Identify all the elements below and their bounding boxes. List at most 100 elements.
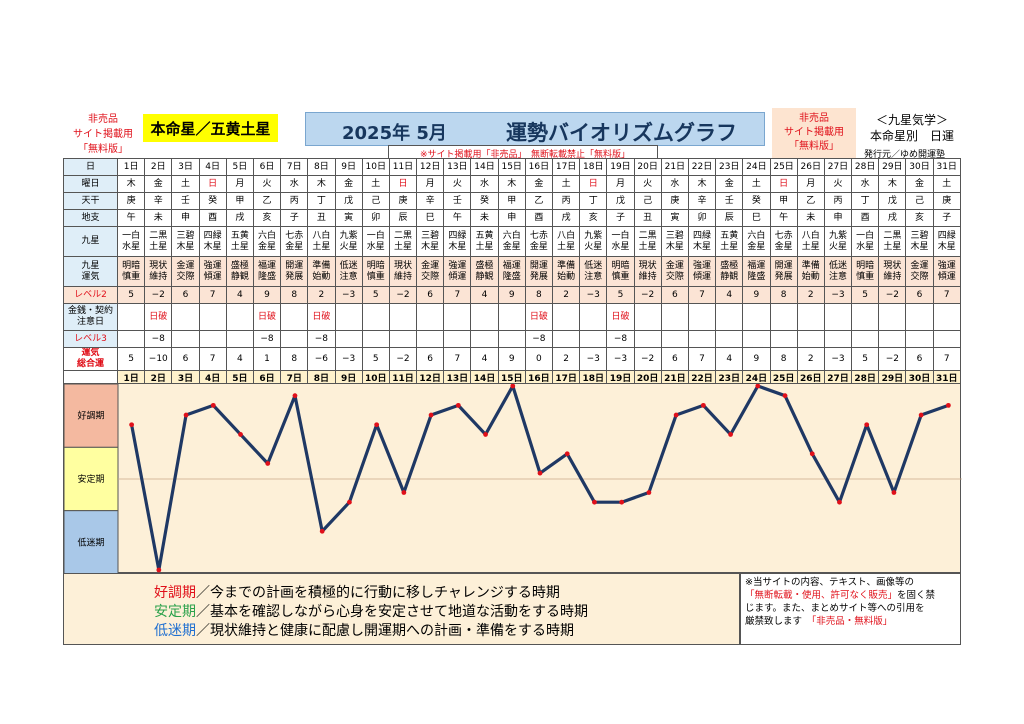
legend-text: ／現状維持と健康に配慮し開運期への計画・準備をする時期 [196,623,574,639]
tenkan-row-cell: 丁 [851,192,880,210]
kin-row-cell [116,303,146,331]
kin-row-cell [361,303,390,331]
cell-line: 金星 [774,241,793,252]
tenkan-row-cell: 丙 [823,192,853,210]
unki-row-label: 九星 運気 [63,256,118,287]
cell-line: 準備 [801,260,820,271]
level3-row-cell [361,330,390,348]
unki-row-cell: 福運 隆盛 [497,256,526,287]
unki-row-cell: 強運 傾運 [443,256,472,287]
unki-row-cell: 強運 傾運 [687,256,717,287]
kin-row-cell: 日破 [252,303,282,331]
cell-line: 開運 [774,260,793,271]
cell-line: 土星 [801,241,820,252]
kin-row-cell [470,303,499,331]
level2-row-cell: 5 [116,286,146,304]
cell-line: 現状 [393,260,412,271]
band-label: 安定期 [77,473,104,485]
chishi-row-cell: 酉 [524,209,554,227]
weekday-row-cell: 水 [280,175,309,193]
tenkan-row-cell: 庚 [660,192,689,210]
cell-line: 金運 [910,260,929,271]
cell-line: 一白 [611,230,630,241]
data-point [537,470,543,476]
cell-line: 水星 [366,241,385,252]
weekday-row-cell: 土 [361,175,390,193]
day-row-cell: 5日 [225,158,254,176]
sogo-row-cell: 1 [252,347,282,371]
data-point [592,499,597,505]
legend-item-good: 好調期／今までの計画を積極的に行動に移しチャレンジする時期 [154,582,560,602]
cell-line: 五黄 [230,230,249,241]
level3-row-cell [470,330,499,348]
day-row-cell: 16日 [524,158,554,176]
cell-line: 福運 [747,260,766,271]
band-label: 好調期 [77,410,104,422]
data-point [347,499,352,505]
kyusei-row-cell: 五黄 土星 [470,226,499,257]
cell-line: 低迷 [828,260,847,271]
cell-line: 七赤 [774,230,793,241]
day-row-cell: 13日 [443,158,472,176]
sogo-row-cell: 7 [443,347,472,371]
tenkan-row-cell: 壬 [171,192,200,210]
cell-line: 土星 [557,241,576,252]
level3-row-cell: −8 [524,330,554,348]
cell-line: 九紫 [339,230,358,241]
chishi-row-cell: 子 [280,209,309,227]
cell-line: 金運 [176,260,195,271]
chishi-row-cell: 酉 [851,209,880,227]
day-row-cell: 6日 [252,158,282,176]
level2-row-label: レベル2 [63,286,118,304]
day-row-cell: 12日 [416,158,445,176]
level3-row-cell [742,330,771,348]
data-point [891,490,897,495]
kyusei-row-cell: 七赤 金星 [280,226,309,257]
cell-line: 現状 [638,260,657,271]
sogo-row-cell: 7 [932,347,961,371]
tenkan-row-cell: 甲 [769,192,798,210]
kin-row-label: 金銭・契約 注意日 [63,303,118,331]
cell-line: 低迷 [339,260,358,271]
cell-line: 維持 [883,271,902,282]
level3-row-cell [416,330,445,348]
right-note-line: 非売品 [799,113,829,124]
sogo-row-cell: −6 [307,347,336,371]
kyusei-row: 九星 一白 水星 二黒 土星 三碧 木星 四緑 木星 五黄 土星 六白 金星 七赤 金星 八白 土星 九紫 火星 一白… [63,226,961,257]
sogo-row-cell: 6 [171,347,200,371]
cell-line: 土星 [149,241,168,252]
chishi-row-cell: 巳 [742,209,771,227]
chishi-row-cell: 巳 [416,209,445,227]
sogo-row-cell: −3 [823,347,853,371]
kin-row-cell [171,303,200,331]
weekday-row-cell: 日 [579,175,608,193]
chishi-row-cell: 未 [144,209,173,227]
level2-row-cell: 2 [551,286,581,304]
day-row-cell: 20日 [633,158,662,176]
data-point [183,412,189,418]
tenkan-row-cell: 戊 [606,192,635,210]
cell-line: 水星 [856,241,875,252]
weekday-row-cell: 水 [660,175,689,193]
level2-row-cell: 6 [905,286,934,304]
cell-line: 火星 [339,241,358,252]
weekday-row-cell: 月 [416,175,445,193]
chishi-row-cell: 午 [116,209,146,227]
kin-row-cell [769,303,798,331]
note-line: 「無断転載・使用、許可なく販売」を固く禁 [745,589,956,602]
tenkan-row: 天干庚辛壬癸甲乙丙丁戊己庚辛壬癸甲乙丙丁戊己庚辛壬癸甲乙丙丁戊己庚 [63,192,961,210]
sogo-row-cell: 4 [715,347,744,371]
unki-row-cell: 明暗 慎重 [361,256,390,287]
cell-line: 静観 [720,271,739,282]
cell-line: 八白 [557,230,576,241]
note-text: 厳禁致します [745,616,803,627]
chishi-row-cell: 子 [606,209,635,227]
level3-row-cell [334,330,363,348]
level2-row-cell: 2 [307,286,336,304]
weekday-row-cell: 火 [252,175,282,193]
cell-line: 準備 [312,260,331,271]
day-row-label: 日 [63,158,118,176]
cell-line: 慎重 [122,271,141,282]
cell-line: 四緑 [448,230,467,241]
level2-row-cell: 7 [932,286,961,304]
